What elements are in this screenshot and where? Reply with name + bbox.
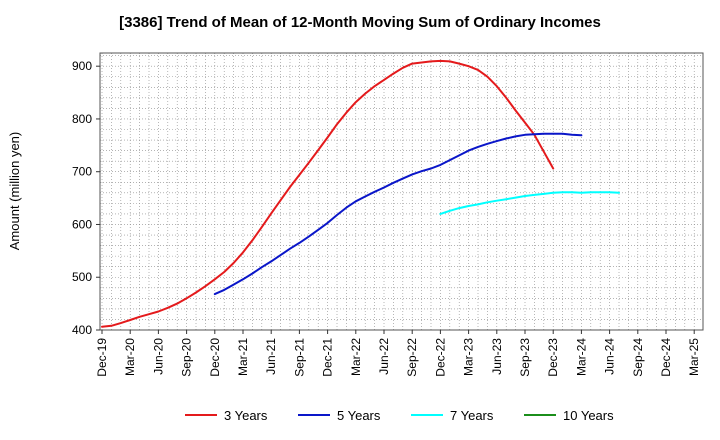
x-tick-label: Jun-24 bbox=[603, 338, 617, 375]
x-tick-label: Sep-22 bbox=[405, 338, 419, 377]
x-tick-label: Mar-21 bbox=[236, 338, 250, 376]
x-tick-label: Mar-25 bbox=[687, 338, 701, 376]
y-tick-label: 700 bbox=[72, 165, 92, 179]
x-tick-label: Mar-24 bbox=[574, 338, 588, 376]
x-tick-label: Sep-23 bbox=[518, 338, 532, 377]
x-tick-label: Mar-22 bbox=[349, 338, 363, 376]
x-tick-label: Dec-22 bbox=[433, 338, 447, 377]
x-tick-label: Mar-23 bbox=[462, 338, 476, 376]
x-axis: Dec-19 Mar-20 Jun-20 Sep-20 Dec-20 Mar-21 Jun-… bbox=[95, 330, 701, 377]
x-tick-label: Dec-20 bbox=[208, 338, 222, 377]
y-axis: 400 500 600 700 800 900 bbox=[72, 59, 100, 337]
y-tick-label: 600 bbox=[72, 217, 92, 231]
x-tick-label: Jun-20 bbox=[151, 338, 165, 375]
x-tick-label: Sep-21 bbox=[292, 338, 306, 377]
x-tick-label: Mar-20 bbox=[123, 338, 137, 376]
series-layer bbox=[101, 59, 620, 328]
y-axis-title: Amount (million yen) bbox=[7, 132, 22, 251]
x-tick-label: Dec-19 bbox=[95, 338, 109, 377]
legend-label-3-years: 3 Years bbox=[224, 408, 268, 423]
x-tick-label: Jun-22 bbox=[377, 338, 391, 375]
x-tick-label: Jun-23 bbox=[490, 338, 504, 375]
x-tick-label: Sep-24 bbox=[631, 338, 645, 377]
legend-label-5-years: 5 Years bbox=[337, 408, 381, 423]
x-tick-label: Jun-21 bbox=[264, 338, 278, 375]
x-tick-label: Dec-21 bbox=[321, 338, 335, 377]
y-tick-label: 500 bbox=[72, 270, 92, 284]
series-line-3-years bbox=[101, 59, 555, 328]
y-tick-label: 900 bbox=[72, 59, 92, 73]
chart-title: [3386] Trend of Mean of 12-Month Moving … bbox=[119, 14, 601, 31]
series-line-5-years bbox=[213, 132, 583, 296]
x-tick-label: Sep-20 bbox=[180, 338, 194, 377]
x-tick-label: Dec-23 bbox=[546, 338, 560, 377]
legend-label-10-years: 10 Years bbox=[563, 408, 614, 423]
legend-label-7-years: 7 Years bbox=[450, 408, 494, 423]
x-tick-label: Dec-24 bbox=[659, 338, 673, 377]
y-tick-label: 400 bbox=[72, 323, 92, 337]
series-line-7-years bbox=[439, 191, 620, 215]
plot-border bbox=[99, 52, 704, 331]
legend: 3 Years 5 Years 7 Years 10 Years bbox=[185, 408, 614, 423]
y-tick-label: 800 bbox=[72, 112, 92, 126]
